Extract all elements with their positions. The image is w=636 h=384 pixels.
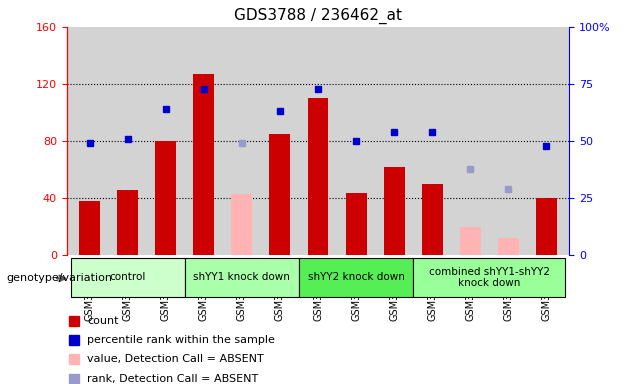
Bar: [193, 74, 214, 255]
Text: percentile rank within the sample: percentile rank within the sample: [87, 335, 275, 345]
Text: combined shYY1-shYY2
knock down: combined shYY1-shYY2 knock down: [429, 266, 550, 288]
Bar: [422, 184, 443, 255]
Text: count: count: [87, 316, 118, 326]
Bar: [232, 194, 252, 255]
Bar: [413, 258, 565, 297]
Bar: [384, 167, 404, 255]
Text: shYY2 knock down: shYY2 knock down: [308, 272, 404, 283]
Bar: [270, 134, 291, 255]
Bar: [460, 227, 481, 255]
Text: control: control: [109, 272, 146, 283]
Bar: [155, 141, 176, 255]
Text: shYY1 knock down: shYY1 knock down: [193, 272, 290, 283]
Text: value, Detection Call = ABSENT: value, Detection Call = ABSENT: [87, 354, 264, 364]
Bar: [185, 258, 299, 297]
Bar: [299, 258, 413, 297]
Bar: [498, 238, 519, 255]
Bar: [536, 198, 557, 255]
Bar: [79, 201, 100, 255]
Bar: [308, 98, 328, 255]
Text: genotype/variation: genotype/variation: [6, 273, 113, 283]
Bar: [71, 258, 185, 297]
Title: GDS3788 / 236462_at: GDS3788 / 236462_at: [234, 8, 402, 24]
Bar: [117, 190, 138, 255]
Bar: [345, 192, 366, 255]
Text: rank, Detection Call = ABSENT: rank, Detection Call = ABSENT: [87, 374, 258, 384]
